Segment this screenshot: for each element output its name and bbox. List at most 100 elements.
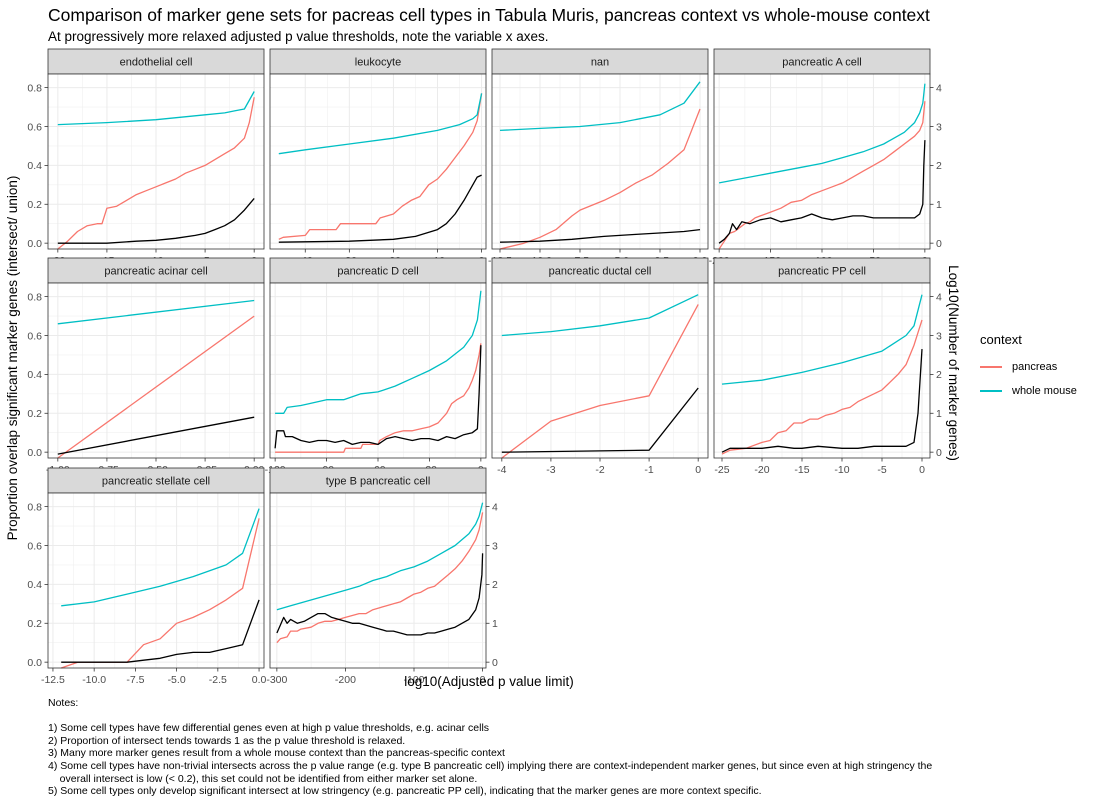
panel-type-b-pancreatic-cell: type B pancreatic cell -300 -200 -100 00 1 2 3 4 bbox=[266, 467, 498, 686]
y-tick-label: 0.4 bbox=[27, 579, 42, 591]
note-line: 1) Some cell types have few differential… bbox=[48, 722, 490, 735]
y2-tick-label: 4 bbox=[936, 291, 942, 303]
panel-background bbox=[270, 74, 486, 249]
panel-leukocyte: leukocyte-40-30-20-100 bbox=[269, 48, 487, 267]
legend-item-whole-mouse: whole mouse bbox=[980, 379, 1077, 403]
series-line-intersect bbox=[61, 599, 260, 663]
y-tick-label: 0.6 bbox=[27, 330, 42, 342]
y2-tick-label: 1 bbox=[936, 408, 942, 420]
x-tick-label: -1 bbox=[644, 464, 653, 476]
y2-tick-label: 3 bbox=[492, 540, 498, 552]
series-line-intersect bbox=[718, 140, 926, 244]
y-tick-label: 0.0 bbox=[27, 447, 42, 459]
facet-strip-label: nan bbox=[591, 57, 609, 69]
series-line-intersect bbox=[274, 345, 482, 449]
y2-tick-label: 2 bbox=[492, 579, 498, 591]
panel-pancreatic-d-cell: pancreatic D cell-120-90-60-300 bbox=[265, 257, 487, 476]
x-tick-label: -3 bbox=[546, 464, 555, 476]
facet-strip-label: pancreatic ductal cell bbox=[549, 266, 652, 278]
y-tick-label: 0.2 bbox=[27, 618, 42, 630]
y-tick-label: 0.2 bbox=[27, 199, 42, 211]
legend-item-pancreas: pancreas bbox=[980, 355, 1077, 379]
series-line-intersect bbox=[57, 197, 255, 244]
notes-header: Notes: bbox=[48, 697, 79, 709]
x-tick-label: -10.0 bbox=[82, 674, 106, 686]
facet-strip-label: leukocyte bbox=[355, 57, 401, 69]
series-line-whole-mouse bbox=[61, 508, 260, 607]
series-line-whole-mouse bbox=[276, 502, 484, 611]
series-line-pancreas bbox=[718, 101, 926, 250]
series-line-intersect bbox=[501, 387, 699, 453]
chart-subtitle: At progressively more relaxed adjusted p… bbox=[48, 29, 549, 44]
x-tick-label: -2.5 bbox=[209, 674, 227, 686]
legend-label-pancreas: pancreas bbox=[1012, 361, 1058, 373]
facet-strip bbox=[269, 257, 487, 284]
y2-tick-label: 2 bbox=[936, 369, 942, 381]
x-tick-label: -100 bbox=[403, 674, 424, 686]
facet-strip-label: pancreatic D cell bbox=[337, 266, 418, 278]
series-line-whole-mouse bbox=[718, 83, 926, 184]
series-line-intersect bbox=[276, 553, 484, 636]
y-tick-label: 0.6 bbox=[27, 540, 42, 552]
panel-background bbox=[270, 493, 486, 668]
y-tick-label: 0.2 bbox=[27, 408, 42, 420]
x-tick-label: 0 bbox=[480, 674, 486, 686]
notes: Notes: 1) Some cell types have few diffe… bbox=[48, 697, 1088, 798]
x-tick-label: 0 bbox=[919, 464, 925, 476]
series-line-whole-mouse bbox=[499, 81, 701, 132]
facet-strip bbox=[491, 48, 709, 75]
series-line-pancreas bbox=[499, 108, 701, 250]
chart-title: Comparison of marker gene sets for pacre… bbox=[48, 5, 930, 25]
y-tick-label: 0.8 bbox=[27, 82, 42, 94]
facet-strip-label: pancreatic PP cell bbox=[778, 266, 866, 278]
x-tick-label: -4 bbox=[497, 464, 506, 476]
x-tick-label: 0.0 bbox=[252, 674, 267, 686]
x-tick-label: -15 bbox=[794, 464, 809, 476]
series-line-whole-mouse bbox=[501, 294, 699, 337]
facet-strip-label: type B pancreatic cell bbox=[326, 476, 431, 488]
legend: context pancreas whole mouse bbox=[980, 332, 1077, 403]
panel-border bbox=[491, 73, 709, 250]
y2-tick-label: 4 bbox=[492, 501, 498, 513]
facet-strip-label: pancreatic stellate cell bbox=[102, 476, 210, 488]
y-tick-label: 0.0 bbox=[27, 657, 42, 669]
panel-border bbox=[47, 492, 265, 669]
facet-strip bbox=[491, 257, 709, 284]
facet-strip-label: pancreatic acinar cell bbox=[104, 266, 207, 278]
y-tick-label: 0.8 bbox=[27, 501, 42, 513]
panel-nan: nan-12.5-10.0-7.5-5.0-2.50.0 bbox=[488, 48, 709, 267]
x-tick-label: -200 bbox=[335, 674, 356, 686]
x-tick-label: -300 bbox=[266, 674, 287, 686]
facet-strip bbox=[269, 48, 487, 75]
series-line-whole-mouse bbox=[721, 294, 923, 385]
y-axis-label: Proportion overlap significant marker ge… bbox=[5, 176, 20, 541]
series-line-whole-mouse bbox=[275, 290, 482, 414]
series-line-intersect bbox=[721, 349, 923, 453]
legend-title: context bbox=[980, 332, 1022, 347]
note-line: 5) Some cell types only develop signific… bbox=[48, 785, 762, 798]
panel-pancreatic-ductal-cell: pancreatic ductal cell -4 -3 -2 -1 0 bbox=[491, 257, 709, 476]
y-tick-label: 0.4 bbox=[27, 369, 42, 381]
series-line-pancreas bbox=[57, 97, 255, 250]
panel-pancreatic-stellate-cell: pancreatic stellate cell -12.5 -10.0 -7.5 -5… bbox=[27, 467, 267, 686]
panel-endothelial-cell: endothelial cell-20-15-10-500.00.20.40.6… bbox=[27, 48, 265, 267]
y-tick-label: 0.4 bbox=[27, 160, 42, 172]
y2-tick-label: 0 bbox=[936, 238, 942, 250]
series-line-pancreas bbox=[276, 512, 484, 644]
note-line: 4) Some cell types have non-trivial inte… bbox=[48, 759, 933, 785]
facet-strip bbox=[713, 48, 931, 75]
facet-strip bbox=[713, 257, 931, 284]
y2-tick-label: 0 bbox=[492, 657, 498, 669]
panel-pancreatic-acinar-cell: pancreatic acinar cell-1.00-0.75-0.50-0.… bbox=[27, 257, 265, 476]
x-tick-label: 0 bbox=[695, 464, 701, 476]
y-tick-label: 0.8 bbox=[27, 291, 42, 303]
panel-border bbox=[269, 73, 487, 250]
x-tick-label: -10 bbox=[834, 464, 849, 476]
panel-border bbox=[269, 492, 487, 669]
y-tick-label: 0.0 bbox=[27, 238, 42, 250]
y2-tick-label: 0 bbox=[936, 447, 942, 459]
x-tick-label: -2 bbox=[595, 464, 604, 476]
x-tick-label: -7.5 bbox=[126, 674, 144, 686]
y2-tick-label: 3 bbox=[936, 330, 942, 342]
